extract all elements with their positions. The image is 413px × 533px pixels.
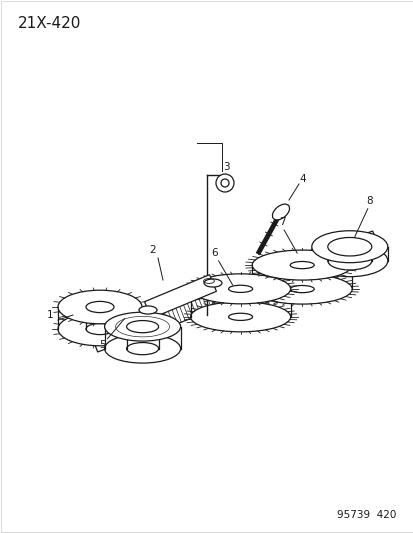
Text: 8: 8: [366, 196, 372, 206]
Polygon shape: [144, 274, 216, 318]
Ellipse shape: [228, 285, 252, 293]
Polygon shape: [293, 246, 335, 274]
Ellipse shape: [86, 301, 114, 312]
Ellipse shape: [228, 313, 252, 320]
Ellipse shape: [104, 312, 180, 341]
Ellipse shape: [204, 279, 221, 287]
Ellipse shape: [216, 174, 233, 192]
Polygon shape: [246, 260, 299, 293]
Ellipse shape: [190, 302, 290, 332]
Ellipse shape: [58, 312, 142, 346]
Polygon shape: [330, 231, 376, 260]
Text: 7: 7: [278, 217, 285, 227]
Ellipse shape: [311, 245, 387, 277]
Ellipse shape: [58, 290, 142, 324]
Text: 3: 3: [222, 162, 229, 172]
Ellipse shape: [272, 204, 289, 220]
Ellipse shape: [104, 334, 180, 363]
Text: 21X-420: 21X-420: [18, 16, 81, 31]
Ellipse shape: [190, 274, 290, 304]
Ellipse shape: [86, 324, 114, 335]
Polygon shape: [153, 287, 224, 330]
Text: 95739  420: 95739 420: [336, 510, 395, 520]
Text: 4: 4: [299, 174, 306, 184]
Ellipse shape: [139, 306, 157, 314]
Text: 5: 5: [99, 340, 106, 350]
Text: 1: 1: [47, 310, 53, 320]
Polygon shape: [126, 312, 160, 339]
Polygon shape: [92, 325, 131, 352]
Ellipse shape: [290, 286, 313, 293]
Ellipse shape: [311, 231, 387, 263]
Ellipse shape: [126, 343, 158, 355]
Ellipse shape: [221, 179, 228, 187]
Ellipse shape: [126, 320, 158, 333]
Ellipse shape: [252, 250, 351, 280]
Ellipse shape: [327, 252, 371, 270]
Text: 6: 6: [211, 248, 217, 258]
Ellipse shape: [252, 274, 351, 304]
Text: 2: 2: [150, 245, 156, 255]
Ellipse shape: [290, 262, 313, 269]
Ellipse shape: [327, 238, 371, 256]
Polygon shape: [217, 279, 251, 305]
